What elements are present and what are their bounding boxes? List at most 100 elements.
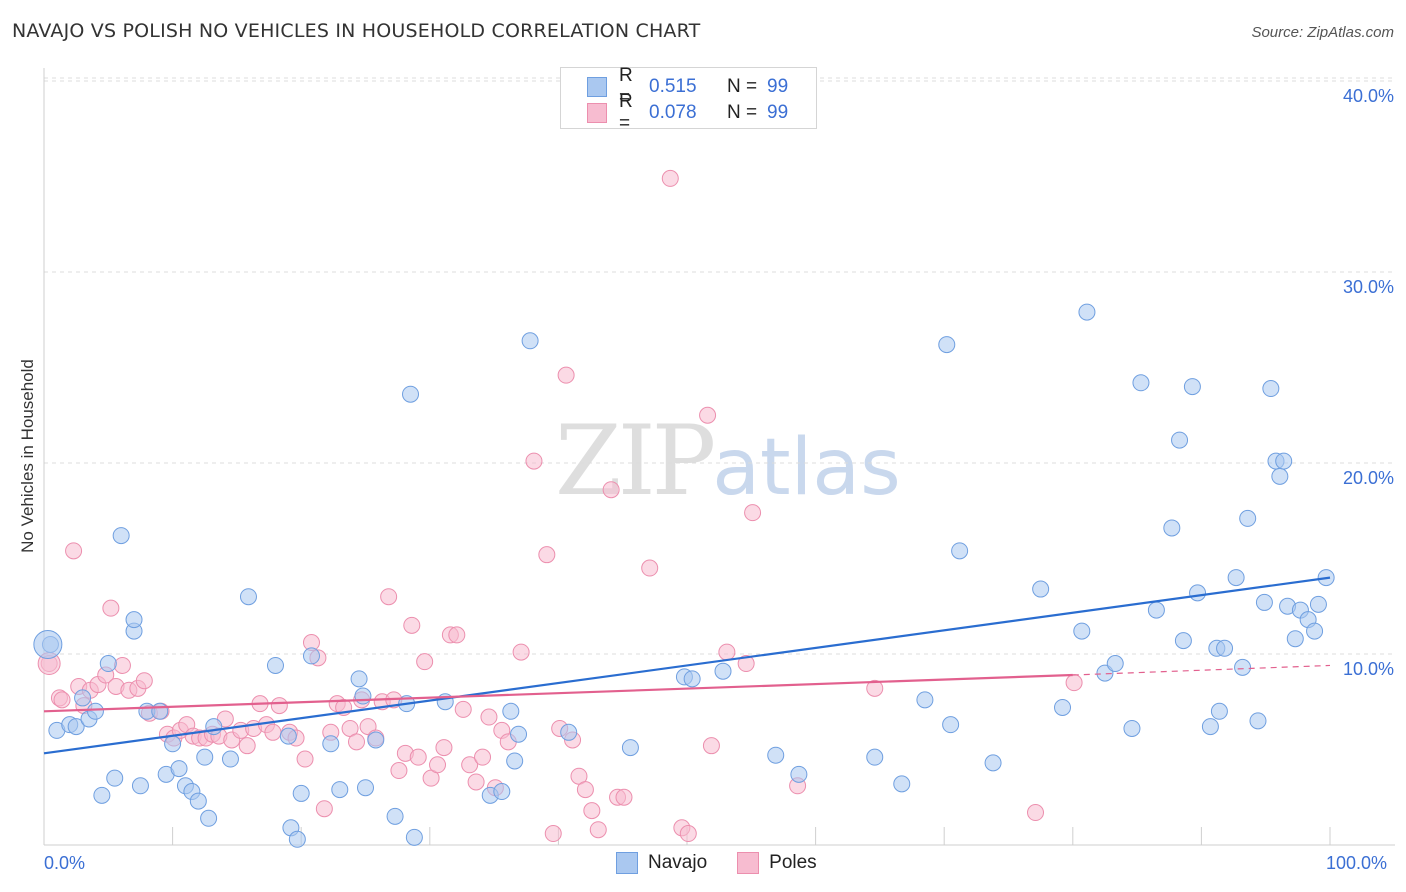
navajo-point-70 <box>1123 719 1141 737</box>
poles-point-54 <box>403 616 421 634</box>
n-label: N = <box>727 102 758 123</box>
navajo-point-6 <box>86 702 104 720</box>
r-label: R = <box>619 65 633 108</box>
poles-point-3 <box>65 542 83 560</box>
navajo-point-64 <box>1032 580 1050 598</box>
navajo-swatch <box>616 852 638 874</box>
poles-swatch <box>737 852 760 874</box>
navajo-point-80 <box>1210 702 1228 720</box>
navajo-point-65 <box>1054 698 1072 716</box>
navajo-point-96 <box>1309 595 1327 613</box>
legend-item-poles[interactable]: Poles <box>737 852 817 874</box>
navajo-point-24 <box>205 718 223 736</box>
navajo-point-18 <box>170 760 188 778</box>
poles-point-11 <box>113 656 131 674</box>
navajo-point-33 <box>322 735 340 753</box>
r-label: R = <box>619 91 633 134</box>
poles-point-88 <box>699 406 717 424</box>
r-value: 0.515 <box>649 76 697 97</box>
navajo-point-8 <box>99 655 117 673</box>
poles-point-73 <box>544 825 562 843</box>
navajo-point-13 <box>131 777 149 795</box>
navajo-point-72 <box>1147 601 1165 619</box>
x-tick-label-min: 0.0% <box>44 853 86 873</box>
navajo-point-73 <box>1163 519 1181 537</box>
navajo-point-57 <box>866 748 884 766</box>
poles-point-14 <box>135 672 153 690</box>
poles-point-72 <box>538 546 556 564</box>
navajo-point-9 <box>106 769 124 787</box>
navajo-point-32 <box>302 647 320 665</box>
legend-row-navajo: R = 0.515 N = 99 <box>587 65 788 108</box>
navajo-point-31 <box>292 784 310 802</box>
chart-title: NAVAJO VS POLISH NO VEHICLES IN HOUSEHOL… <box>12 20 701 42</box>
navajo-point-38 <box>367 731 385 749</box>
navajo-point-82 <box>1227 569 1245 587</box>
navajo-point-15 <box>151 702 169 720</box>
source-label[interactable]: Source: ZipAtlas.com <box>1251 24 1394 41</box>
poles-point-34 <box>270 697 288 715</box>
navajo-point-60 <box>938 336 956 354</box>
watermark-zip: ZIP <box>555 405 716 517</box>
navajo-point-39 <box>386 807 404 825</box>
poles-point-96 <box>1065 674 1083 692</box>
n-value: 99 <box>767 102 789 123</box>
poles-point-70 <box>512 643 530 661</box>
poles-point-63 <box>461 756 479 774</box>
navajo-point-54 <box>714 662 732 680</box>
poles-point-52 <box>390 762 408 780</box>
y-tick-label-20: 20.0% <box>1342 468 1394 488</box>
navajo-point-48 <box>510 725 528 743</box>
poles-point-79 <box>583 802 601 820</box>
navajo-point-74 <box>1171 431 1189 449</box>
navajo-point-51 <box>621 739 639 757</box>
poles-point-95 <box>1027 804 1045 822</box>
navajo-point-36 <box>354 687 372 705</box>
y-axis-label: No Vehicles in Household <box>18 359 37 553</box>
poles-point-94 <box>866 679 884 697</box>
poles-point-66 <box>480 708 498 726</box>
poles-point-84 <box>641 559 659 577</box>
navajo-point-62 <box>951 542 969 560</box>
navajo-point-59 <box>916 691 934 709</box>
trend-lines <box>43 576 1331 755</box>
navajo-point-23 <box>200 809 218 827</box>
poles-point-92 <box>744 504 762 522</box>
navajo-point-85 <box>1249 712 1267 730</box>
navajo-point-58 <box>893 775 911 793</box>
poles-point-89 <box>702 737 720 755</box>
legend-item-navajo[interactable]: Navajo <box>616 852 707 874</box>
navajo-points <box>33 303 1335 848</box>
poles-point-61 <box>448 626 466 644</box>
navajo-point-77 <box>1189 584 1207 602</box>
poles-point-40 <box>315 800 333 818</box>
poles-point-90 <box>718 643 736 661</box>
poles-point-56 <box>416 653 434 671</box>
poles-point-81 <box>602 481 620 499</box>
y-tick-label-10: 10.0% <box>1342 659 1394 679</box>
navajo-point-large <box>33 629 63 659</box>
watermark-atlas: atlas <box>712 423 901 513</box>
navajo-trend-line <box>43 576 1331 755</box>
n-label: N = <box>727 76 758 97</box>
legend-row-poles: R = 0.078 N = 99 <box>587 91 789 134</box>
poles-point-62 <box>454 700 472 718</box>
legend-label-poles: Poles <box>769 852 817 873</box>
poles-point-58 <box>429 756 447 774</box>
watermark: ZIPatlas <box>555 405 901 517</box>
poles-point-2 <box>53 691 71 709</box>
navajo-point-10 <box>112 527 130 545</box>
poles-point-87 <box>679 825 697 843</box>
poles-point-83 <box>615 788 633 806</box>
navajo-point-3 <box>67 718 85 736</box>
navajo-point-78 <box>1201 718 1219 736</box>
navajo-point-30 <box>288 830 306 848</box>
poles-point-78 <box>576 781 594 799</box>
poles-point-29 <box>238 737 256 755</box>
poles-trend-extension <box>1072 664 1331 676</box>
navajo-point-49 <box>521 332 539 350</box>
navajo-point-89 <box>1271 467 1289 485</box>
poles-point-85 <box>661 169 679 187</box>
poles-point-65 <box>474 748 492 766</box>
